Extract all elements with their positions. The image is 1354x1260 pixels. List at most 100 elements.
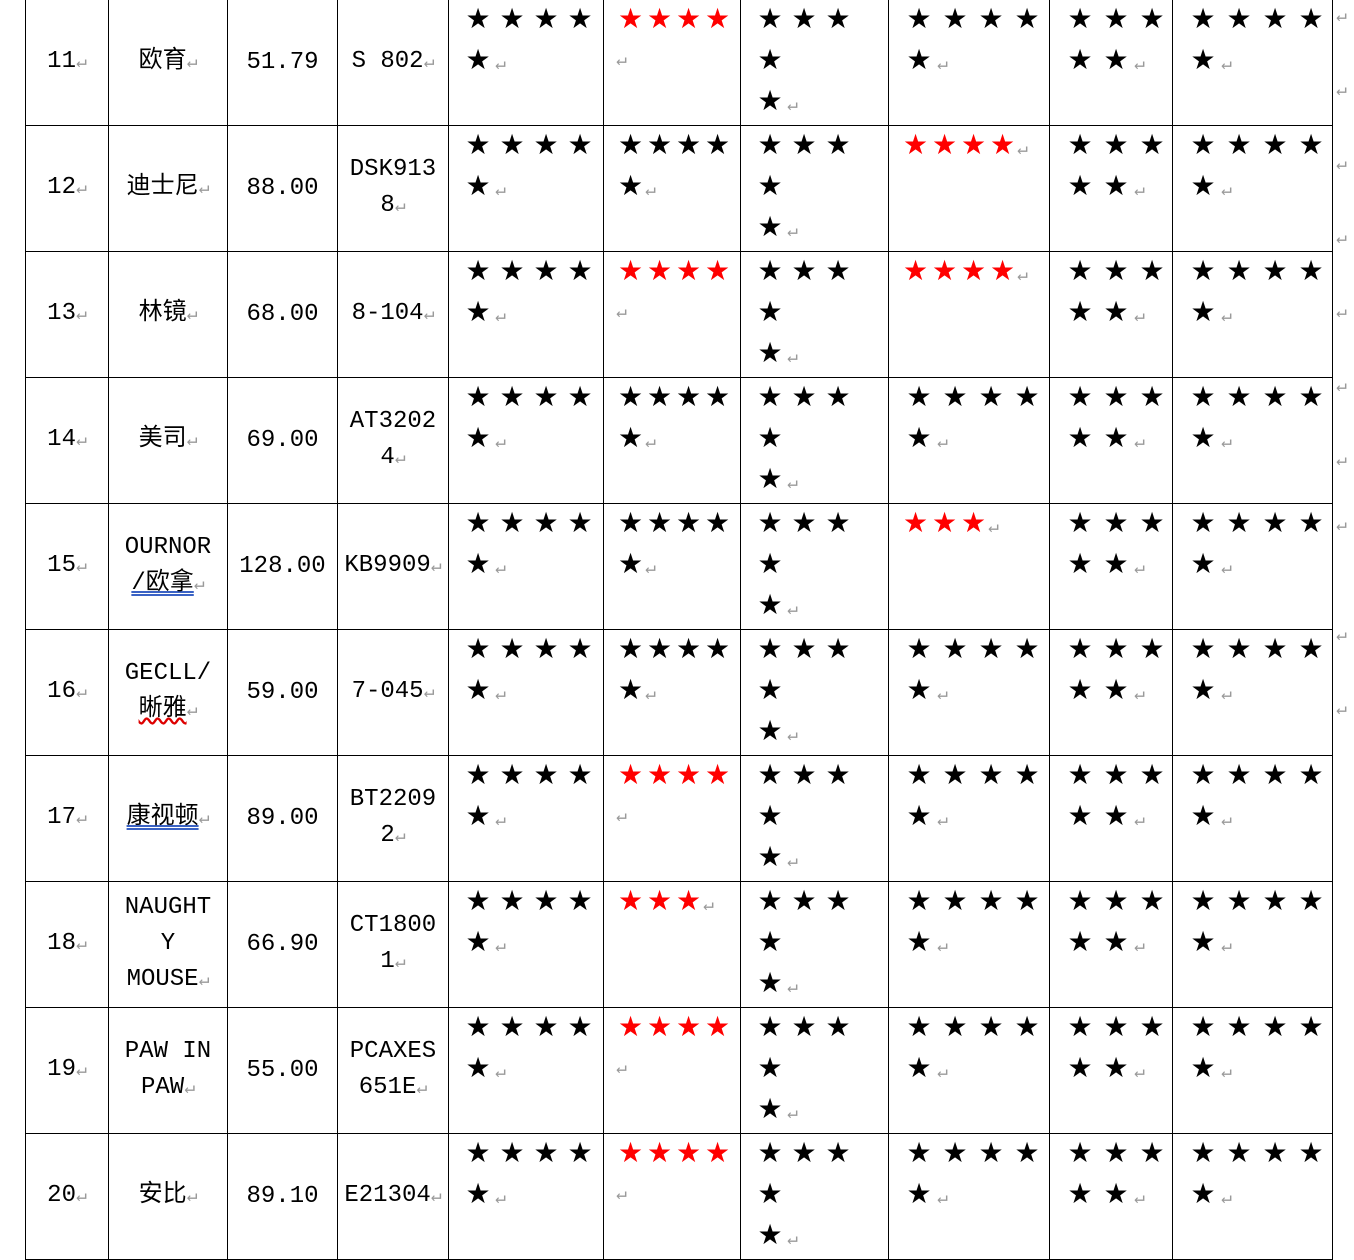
star-icon: ★ xyxy=(978,380,1004,413)
model-text: DSK913 xyxy=(349,156,437,183)
star-icon: ★ xyxy=(1103,506,1129,539)
star-icon: ★ xyxy=(704,380,731,413)
paragraph-mark-icon: ↵ xyxy=(645,559,656,579)
star-icon: ★ xyxy=(533,254,559,287)
row-end-mark-icon: ↵ xyxy=(1336,626,1347,646)
rating-cell: ★★★★★↵ xyxy=(1172,0,1333,126)
rating-cell: ★★★★★↵ xyxy=(1049,629,1173,756)
star-icon: ★ xyxy=(533,1136,559,1169)
star-icon: ★ xyxy=(533,1010,559,1043)
star-icon: ★ xyxy=(1067,884,1093,917)
star-icon: ★ xyxy=(465,673,491,706)
star-icon: ★ xyxy=(906,884,932,917)
star-icon: ★ xyxy=(465,254,491,287)
star-icon: ★ xyxy=(533,758,559,791)
paragraph-mark-icon: ↵ xyxy=(645,433,656,453)
star-icon: ★ xyxy=(499,884,525,917)
star-icon: ★ xyxy=(1226,1010,1252,1043)
star-icon: ★ xyxy=(617,673,644,706)
star-icon: ★ xyxy=(825,1010,851,1043)
star-icon: ★ xyxy=(757,1218,783,1251)
star-icon: ★ xyxy=(906,673,932,706)
star-icon: ★ xyxy=(757,254,783,287)
paragraph-mark-icon: ↵ xyxy=(495,55,506,75)
star-icon: ★ xyxy=(978,884,1004,917)
rating-cell: ★★★★★↵ xyxy=(740,503,889,630)
star-icon: ★ xyxy=(1139,380,1165,413)
star-icon: ★ xyxy=(757,128,783,161)
star-icon: ★ xyxy=(791,254,817,287)
star-icon: ★ xyxy=(1190,632,1216,665)
star-icon: ★ xyxy=(567,758,593,791)
star-icon: ★ xyxy=(675,1136,702,1169)
star-icon: ★ xyxy=(465,421,491,454)
paragraph-mark-icon: ↵ xyxy=(1221,559,1232,579)
star-icon: ★ xyxy=(617,1136,644,1169)
star-icon: ★ xyxy=(465,1177,491,1210)
star-icon: ★ xyxy=(567,632,593,665)
star-icon: ★ xyxy=(1190,380,1216,413)
star-icon: ★ xyxy=(791,758,817,791)
row-end-mark-icon: ↵ xyxy=(1336,516,1347,536)
star-icon: ★ xyxy=(1067,2,1093,35)
star-icon: ★ xyxy=(1067,632,1093,665)
paragraph-mark-icon: ↵ xyxy=(184,1079,196,1099)
paragraph-mark-icon: ↵ xyxy=(1017,140,1028,160)
star-icon: ★ xyxy=(757,799,783,832)
star-icon: ★ xyxy=(1067,1010,1093,1043)
star-icon: ★ xyxy=(499,1010,525,1043)
star-icon: ★ xyxy=(757,1051,783,1084)
rating-cell: ★★★★★↵ xyxy=(1049,251,1173,378)
brand-text: 康视顿 xyxy=(126,804,199,831)
star-icon: ★ xyxy=(1190,254,1216,287)
star-icon: ★ xyxy=(675,2,702,35)
paragraph-mark-icon: ↵ xyxy=(1221,433,1232,453)
model-text: PCAXES xyxy=(349,1038,437,1065)
star-icon: ★ xyxy=(499,506,525,539)
rating-cell: ★★★★↵ xyxy=(603,251,741,378)
star-icon: ★ xyxy=(989,254,1016,287)
brand-cell: NAUGHT Y MOUSE↵ xyxy=(108,881,228,1008)
star-icon: ★ xyxy=(1226,632,1252,665)
star-icon: ★ xyxy=(465,799,491,832)
star-icon: ★ xyxy=(646,1010,673,1043)
rating-cell: ★★★★★↵ xyxy=(1172,629,1333,756)
star-icon: ★ xyxy=(906,2,932,35)
star-icon: ★ xyxy=(791,506,817,539)
model-cell: PCAXES 651E↵ xyxy=(337,1007,449,1134)
rating-cell: ★★★★★↵ xyxy=(1172,125,1333,252)
brand-text: 安比 xyxy=(138,1182,187,1209)
rating-cell: ★★★★★↵ xyxy=(448,755,604,882)
star-icon: ★ xyxy=(1139,884,1165,917)
star-icon: ★ xyxy=(1190,758,1216,791)
star-icon: ★ xyxy=(1262,380,1288,413)
paragraph-mark-icon: ↵ xyxy=(645,685,656,705)
star-icon: ★ xyxy=(757,506,783,539)
star-icon: ★ xyxy=(757,462,783,495)
paragraph-mark-icon: ↵ xyxy=(1134,55,1145,75)
star-icon: ★ xyxy=(791,632,817,665)
star-icon: ★ xyxy=(704,506,731,539)
star-icon: ★ xyxy=(757,1092,783,1125)
brand-text: 晰雅 xyxy=(138,696,187,723)
paragraph-mark-icon: ↵ xyxy=(1221,307,1232,327)
star-icon: ★ xyxy=(1298,1010,1324,1043)
model-text: E21304 xyxy=(344,1182,431,1209)
star-icon: ★ xyxy=(931,254,958,287)
star-icon: ★ xyxy=(757,1177,783,1210)
paragraph-mark-icon: ↵ xyxy=(616,303,627,323)
paragraph-mark-icon: ↵ xyxy=(75,809,87,829)
model-text: 8 xyxy=(380,192,395,219)
model-text: 7-045 xyxy=(351,678,424,705)
star-icon: ★ xyxy=(978,632,1004,665)
table-body: 11↵ 欧育↵ 51.79 S 802↵ ★ ★ ★ ★ ★ ↵ ★ ★ ★ ★↵ ★ ★ ★★ ★ ↵ ★ ★ ★ ★ ★ ↵… xyxy=(25,0,1333,1260)
star-icon: ★ xyxy=(675,254,702,287)
star-icon: ★ xyxy=(617,1010,644,1043)
star-icon: ★ xyxy=(617,380,644,413)
paragraph-mark-icon: ↵ xyxy=(937,433,948,453)
row-number-cell: 13↵ xyxy=(25,251,109,378)
model-cell: S 802↵ xyxy=(337,0,449,126)
star-icon: ★ xyxy=(1298,758,1324,791)
paragraph-mark-icon: ↵ xyxy=(75,1187,87,1207)
rating-cell: ★★★★★↵ xyxy=(888,1007,1050,1134)
